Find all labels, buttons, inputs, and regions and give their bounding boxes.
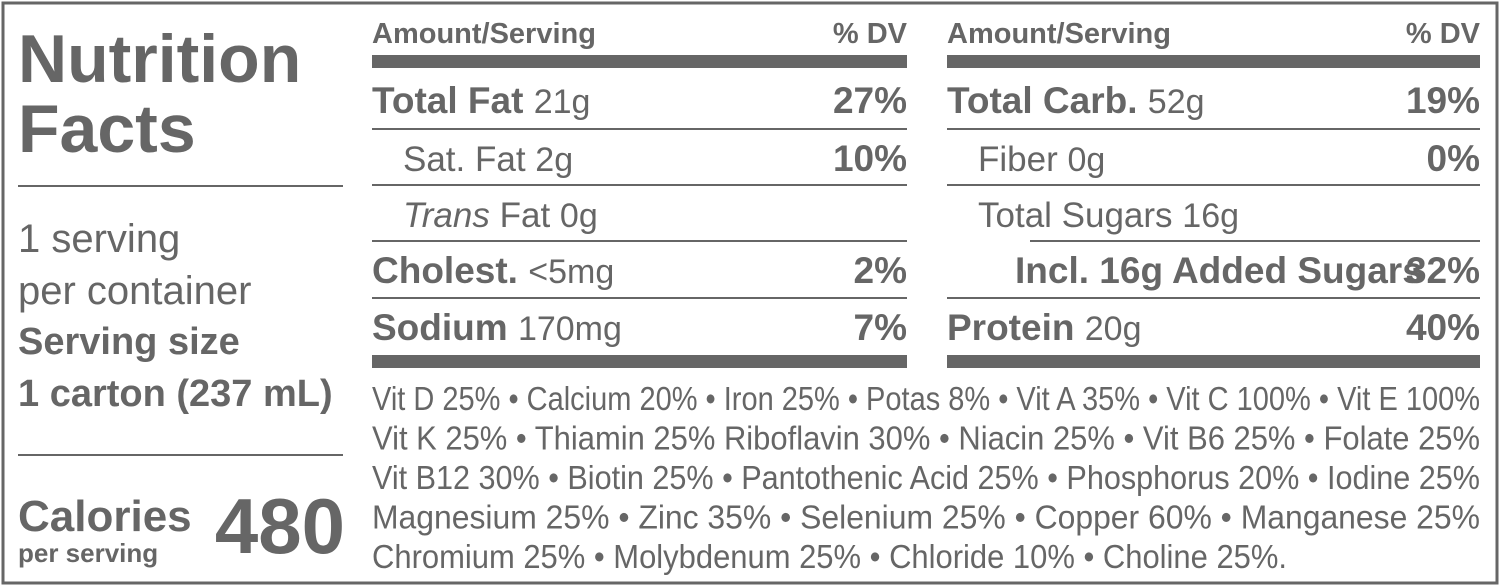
dv: 27%: [833, 80, 907, 121]
title: Facts: [18, 91, 196, 167]
dv: 2%: [854, 250, 907, 291]
dv: 0%: [1427, 138, 1480, 179]
label: Protein: [947, 307, 1074, 348]
label: Total Sugars: [978, 196, 1173, 235]
amount: 170mg: [518, 310, 622, 348]
label: Incl. 16g Added Sugars: [1015, 250, 1423, 291]
label: Fat: [500, 196, 551, 235]
dv: 10%: [833, 138, 907, 179]
vitamin-line: Vit D 25% • Calcium 20% • Iron 25% • Pot…: [372, 380, 1480, 417]
amount: 0g: [560, 197, 598, 235]
row-label: Fiber 0g: [978, 140, 1105, 179]
dv: 32%: [1406, 250, 1480, 291]
vitamin-line: Vit K 25% • Thiamin 25% Riboflavin 30% •…: [372, 420, 1480, 457]
thick-bar: [947, 55, 1480, 68]
vitamin-line: Chromium 25% • Molybdenum 25% • Chloride…: [372, 538, 1287, 575]
label: Fiber: [978, 140, 1058, 179]
label: Sodium: [372, 307, 508, 348]
dv: 19%: [1406, 80, 1480, 121]
row-label: Cholest. <5mg: [372, 250, 614, 291]
row-label: Sat. Fat 2g: [403, 140, 573, 179]
amount: 52g: [1148, 83, 1205, 121]
label: Total Fat: [372, 80, 523, 121]
thick-bar: [947, 355, 1480, 368]
amount: 16g: [1182, 197, 1239, 235]
header-amount: Amount/Serving: [947, 18, 1171, 50]
vitamin-line: Magnesium 25% • Zinc 35% • Selenium 25% …: [372, 499, 1480, 536]
amount: 20g: [1085, 310, 1142, 348]
thick-bar: [372, 355, 907, 368]
vitamin-line: Vit B12 30% • Biotin 25% • Pantothenic A…: [372, 459, 1480, 496]
serving-size-label: Serving size: [18, 321, 240, 363]
serving-size: 1 carton (237 mL): [18, 373, 333, 415]
row-label: Total Fat 21g: [372, 80, 590, 121]
amount: 21g: [534, 83, 591, 121]
header-dv: % DV: [1406, 18, 1481, 50]
label: Total Carb.: [947, 80, 1138, 121]
calories: 480: [215, 482, 345, 570]
thick-bar: [372, 55, 907, 68]
row-label: Sodium 170mg: [372, 307, 622, 348]
dv: 40%: [1406, 307, 1480, 348]
amount: 2g: [535, 141, 573, 179]
label: Sat. Fat: [403, 140, 526, 179]
row-label: Trans Fat 0g: [403, 196, 598, 235]
header-dv: % DV: [833, 18, 908, 50]
servings: 1 serving: [18, 217, 180, 261]
dv: 7%: [854, 307, 907, 348]
amount: <5mg: [528, 253, 614, 291]
label: Cholest.: [372, 250, 518, 291]
calories-label: Calories: [18, 492, 192, 541]
amount: 0g: [1067, 141, 1105, 179]
row-label: Incl. 16g Added Sugars: [1015, 250, 1423, 291]
header-amount: Amount/Serving: [372, 18, 596, 50]
label-italic: Trans: [403, 196, 490, 235]
row-label: Total Carb. 52g: [947, 80, 1205, 121]
servings: per container: [18, 269, 251, 313]
calories-sub: per serving: [18, 538, 158, 568]
title: Nutrition: [18, 21, 301, 97]
row-label: Protein 20g: [947, 307, 1141, 348]
row-label: Total Sugars 16g: [978, 196, 1239, 235]
